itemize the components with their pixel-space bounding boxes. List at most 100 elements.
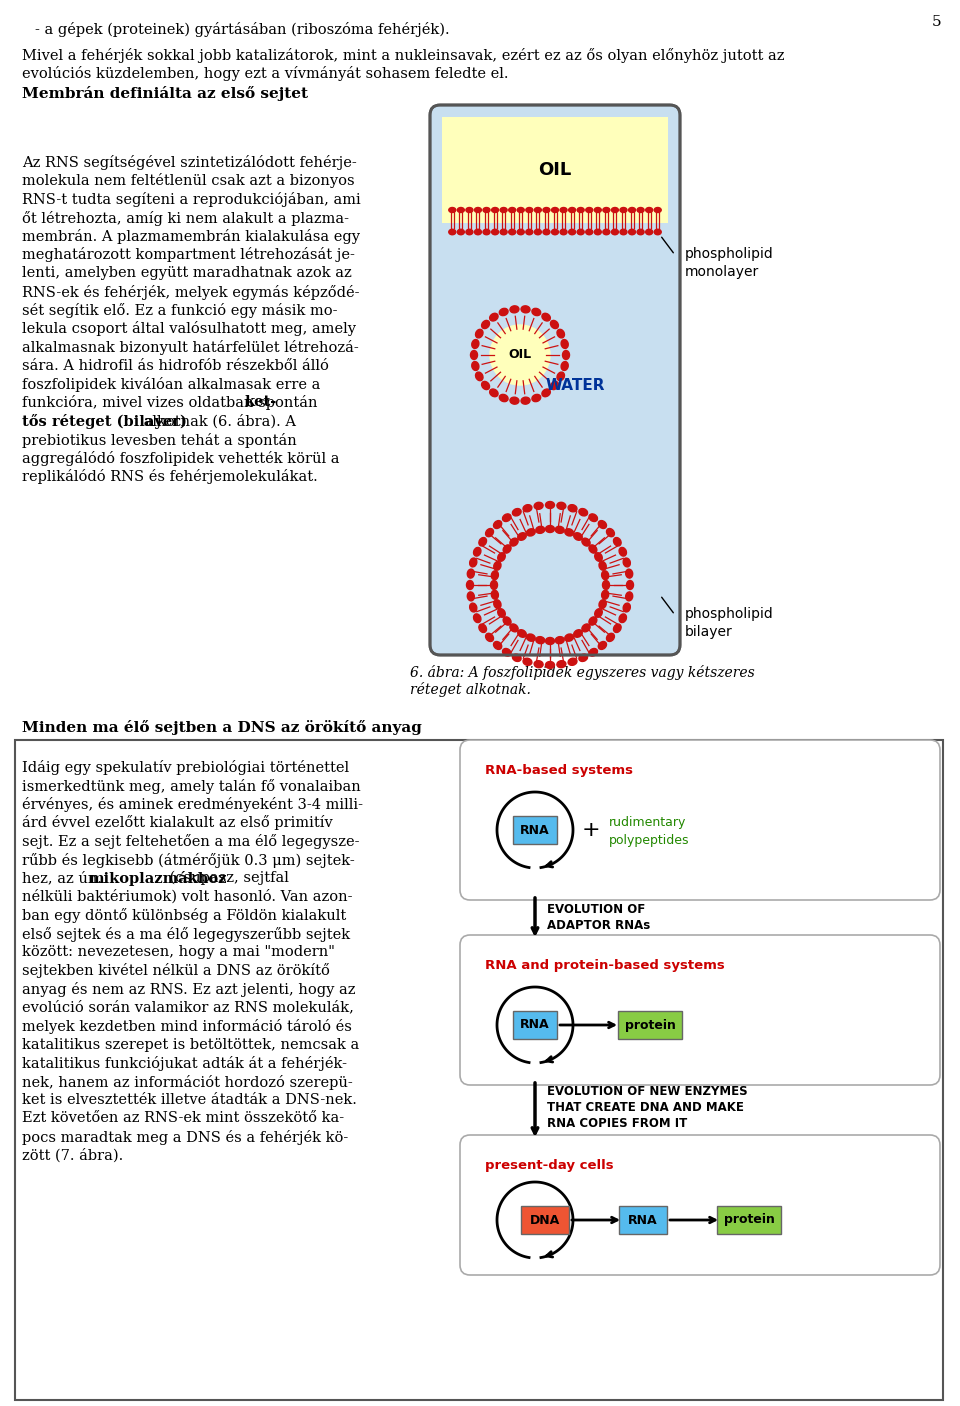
Ellipse shape [654,229,661,235]
Ellipse shape [532,394,540,402]
Ellipse shape [490,389,498,396]
Text: RNS-t tudta segíteni a reprodukciójában, ami: RNS-t tudta segíteni a reprodukciójában,… [22,193,361,207]
Ellipse shape [599,561,607,571]
FancyBboxPatch shape [618,1011,682,1039]
Ellipse shape [586,229,592,235]
Ellipse shape [563,350,569,360]
Ellipse shape [466,208,473,212]
Ellipse shape [577,208,585,212]
Ellipse shape [475,373,483,381]
Text: meghatározott kompartment létrehozását je-: meghatározott kompartment létrehozását j… [22,247,355,263]
Ellipse shape [493,641,502,650]
Ellipse shape [564,634,573,641]
Ellipse shape [536,526,544,533]
Ellipse shape [523,505,532,512]
Ellipse shape [557,661,565,668]
Ellipse shape [523,658,532,665]
Text: RNA COPIES FROM IT: RNA COPIES FROM IT [547,1116,687,1130]
Ellipse shape [588,617,597,626]
Ellipse shape [588,546,597,553]
Text: lekula csoport által valósulhatott meg, amely: lekula csoport által valósulhatott meg, … [22,322,356,336]
Ellipse shape [486,633,493,641]
Ellipse shape [534,502,543,509]
Ellipse shape [479,624,487,633]
Ellipse shape [598,520,607,529]
Ellipse shape [513,654,521,661]
Ellipse shape [468,592,474,600]
Text: ban egy döntő különbség a Földön kialakult: ban egy döntő különbség a Földön kialaku… [22,908,347,922]
Text: ket is elvesztették illetve átadták a DNS-nek.: ket is elvesztették illetve átadták a DN… [22,1092,357,1107]
Text: (csupasz, sejtfal: (csupasz, sejtfal [165,870,289,886]
FancyBboxPatch shape [513,815,557,844]
Text: őt létrehozta, amíg ki nem alakult a plazma-: őt létrehozta, amíg ki nem alakult a pla… [22,211,349,225]
Text: lenti, amelyben együtt maradhatnak azok az: lenti, amelyben együtt maradhatnak azok … [22,266,351,280]
Text: sejtekben kivétel nélkül a DNS az örökítő: sejtekben kivétel nélkül a DNS az örökít… [22,963,330,979]
Ellipse shape [502,648,511,657]
Text: - a gépek (proteinek) gyártásában (riboszóma fehérjék).: - a gépek (proteinek) gyártásában (ribos… [35,22,449,37]
Text: evolúció során valamikor az RNS molekulák,: evolúció során valamikor az RNS molekulá… [22,1001,354,1015]
Ellipse shape [474,229,482,235]
Ellipse shape [517,208,524,212]
Ellipse shape [468,569,474,578]
Text: Ezt követően az RNS-ek mint összekötő ka-: Ezt követően az RNS-ek mint összekötő ka… [22,1112,344,1125]
Text: árd évvel ezelőtt kialakult az első primitív: árd évvel ezelőtt kialakult az első prim… [22,815,333,831]
Ellipse shape [560,208,567,212]
Text: tős réteget (bilayer): tős réteget (bilayer) [22,413,187,429]
Ellipse shape [589,648,597,657]
Ellipse shape [577,229,585,235]
Text: RNA: RNA [520,824,550,837]
Ellipse shape [513,509,521,516]
Ellipse shape [654,208,661,212]
Text: THAT CREATE DNA AND MAKE: THAT CREATE DNA AND MAKE [547,1101,744,1114]
Ellipse shape [492,229,498,235]
Ellipse shape [603,229,610,235]
Text: polypeptides: polypeptides [609,834,689,846]
Ellipse shape [557,502,565,509]
Ellipse shape [646,229,653,235]
Ellipse shape [517,229,524,235]
Ellipse shape [473,547,481,557]
Ellipse shape [637,229,644,235]
Text: phospholipid: phospholipid [685,607,774,621]
Ellipse shape [589,513,597,522]
Text: WATER: WATER [545,377,605,392]
Text: 6. ábra: A foszfolipidek egyszeres vagy kétszeres: 6. ábra: A foszfolipidek egyszeres vagy … [410,665,755,681]
Text: phospholipid: phospholipid [685,247,774,262]
Text: protein: protein [724,1213,775,1226]
Ellipse shape [500,208,507,212]
Ellipse shape [500,229,507,235]
Ellipse shape [612,229,618,235]
Ellipse shape [510,396,519,404]
Ellipse shape [619,614,627,623]
Text: RNA and protein-based systems: RNA and protein-based systems [485,959,725,972]
Text: rűbb és legkisebb (átmérőjük 0.3 μm) sejtek-: rűbb és legkisebb (átmérőjük 0.3 μm) sej… [22,852,355,868]
Ellipse shape [502,513,511,522]
Ellipse shape [493,600,501,609]
Ellipse shape [629,229,636,235]
Ellipse shape [557,373,564,381]
Ellipse shape [499,308,508,315]
Text: replikálódó RNS és fehérjemolekulákat.: replikálódó RNS és fehérjemolekulákat. [22,470,318,485]
Text: zött (7. ábra).: zött (7. ábra). [22,1149,123,1163]
Ellipse shape [574,533,583,540]
Ellipse shape [595,609,602,617]
Ellipse shape [613,537,621,546]
Text: sét segítik elő. Ez a funkció egy másik mo-: sét segítik elő. Ez a funkció egy másik … [22,304,338,318]
Ellipse shape [492,591,498,599]
Text: Mivel a fehérjék sokkal jobb katalizátorok, mint a nukleinsavak, ezért ez az ős : Mivel a fehérjék sokkal jobb katalizátor… [22,48,784,63]
Ellipse shape [594,229,601,235]
Ellipse shape [510,624,518,631]
Ellipse shape [602,571,609,579]
Text: aggregálódó foszfolipidek vehették körül a: aggregálódó foszfolipidek vehették körül… [22,451,340,465]
Ellipse shape [595,553,602,561]
Ellipse shape [482,321,490,329]
Text: Minden ma élő sejtben a DNS az örökítő anyag: Minden ma élő sejtben a DNS az örökítő a… [22,720,421,735]
Ellipse shape [492,208,498,212]
Ellipse shape [561,339,568,349]
Text: protein: protein [625,1018,676,1032]
Ellipse shape [582,624,590,631]
Text: katalitikus funkciójukat adták át a fehérjék-: katalitikus funkciójukat adták át a fehé… [22,1056,347,1071]
Ellipse shape [574,630,583,637]
Ellipse shape [626,592,633,600]
Ellipse shape [564,529,573,536]
